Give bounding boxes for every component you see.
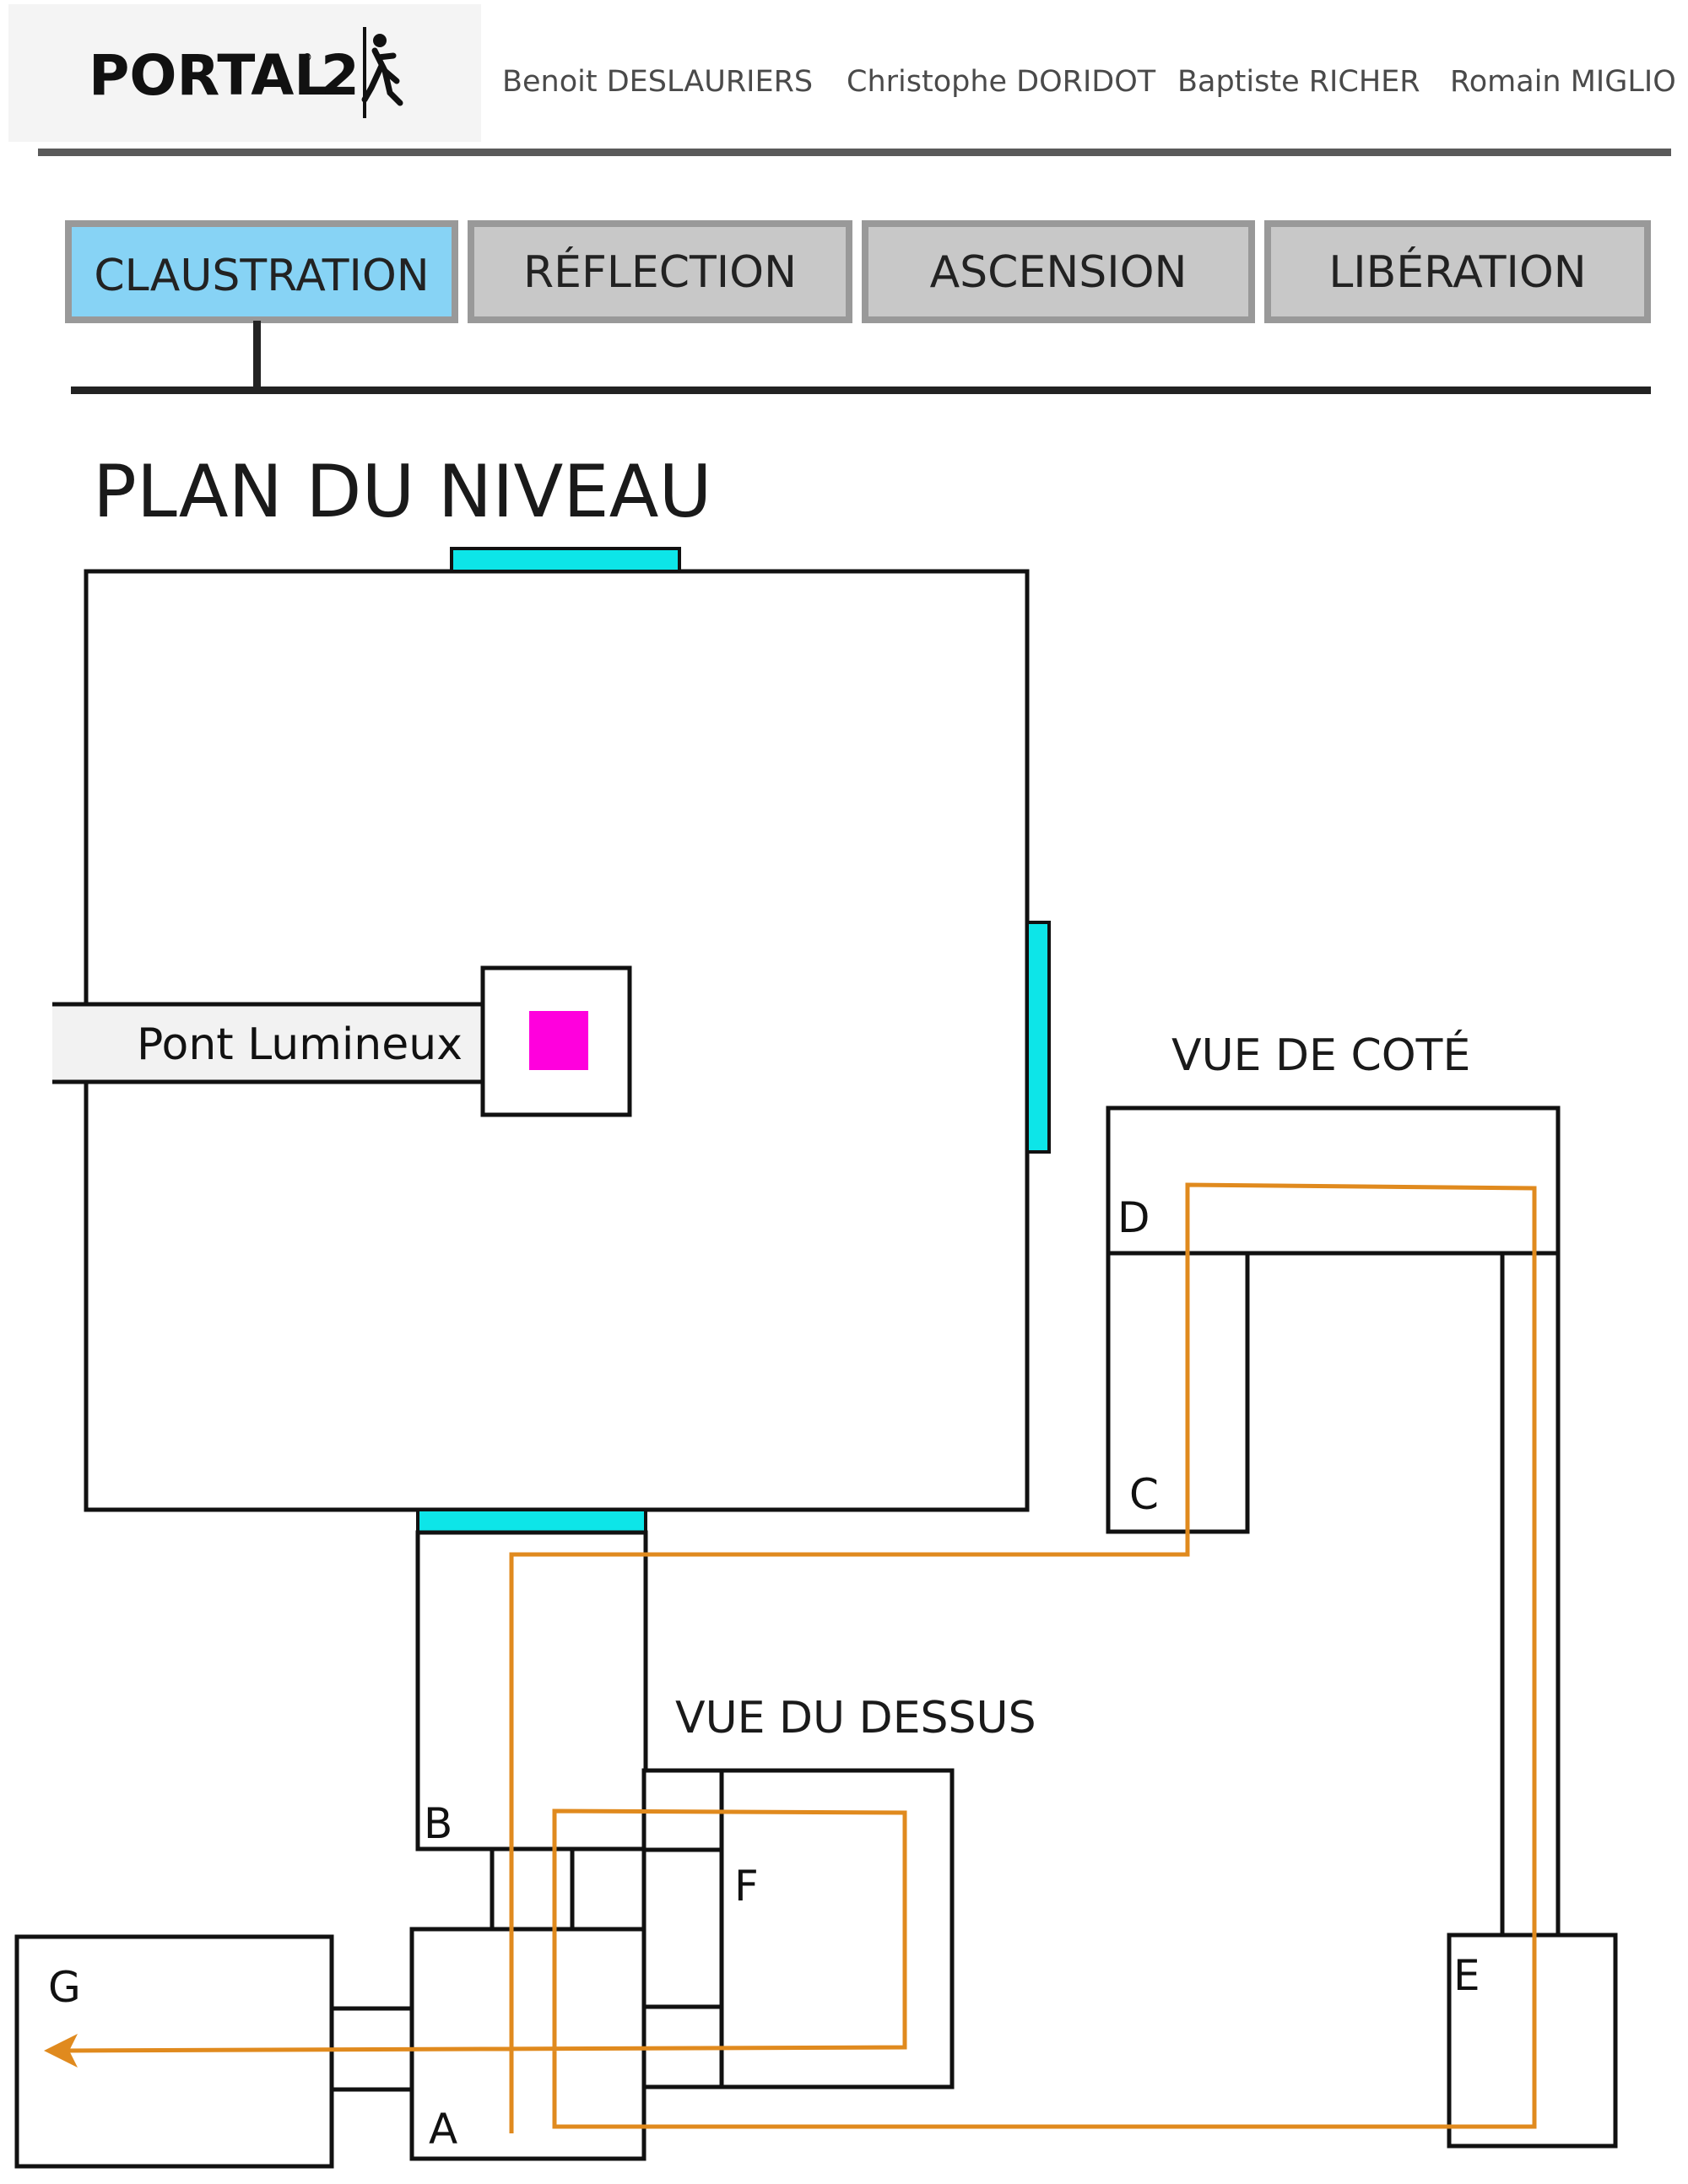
- tab-liberation-label: LIBÉRATION: [1328, 246, 1586, 298]
- tab-claustration-label: CLAUSTRATION: [94, 251, 429, 301]
- logo-mark: ®: [302, 51, 312, 63]
- tab-ascension-label: ASCENSION: [930, 247, 1188, 298]
- tab-reflection-label: RÉFLECTION: [523, 246, 797, 298]
- connector-b-a: [490, 1846, 575, 1932]
- room-f-label: F: [734, 1862, 759, 1911]
- room-b: [415, 1530, 648, 1852]
- room-g-label: G: [48, 1963, 81, 2012]
- author-4: Romain MIGLIO: [1450, 65, 1676, 99]
- tab-ascension[interactable]: ASCENSION: [862, 220, 1255, 323]
- room-e-label: E: [1453, 1951, 1480, 2000]
- room-b-label: B: [424, 1799, 452, 1848]
- player-path: [44, 1182, 1537, 2133]
- light-bridge-label: Pont Lumineux: [137, 1019, 463, 1070]
- diagram-labels: Pont Lumineux VUE DE COTÉ VUE DU DESSUS …: [48, 1019, 1480, 2154]
- room-d-label: D: [1117, 1193, 1150, 1242]
- tab-bar: CLAUSTRATION RÉFLECTION ASCENSION LIBÉRA…: [65, 220, 1651, 394]
- cube-icon: [529, 1011, 588, 1070]
- logo-text: PORTAL: [89, 43, 329, 108]
- room-c-side-view: [1106, 1251, 1250, 1534]
- portal2-logo: PORTAL ® 2: [89, 27, 403, 118]
- header-rule: [38, 149, 1671, 156]
- portal-panel-bottom: [416, 1508, 647, 1534]
- tab-claustration[interactable]: CLAUSTRATION: [65, 220, 458, 323]
- author-3: Baptiste RICHER: [1177, 65, 1420, 99]
- light-bridge: [52, 1004, 483, 1082]
- header: PORTAL ® 2 Benoit DESLAURIERS Christophe…: [8, 4, 1676, 156]
- author-1: Benoit DESLAURIERS: [502, 65, 813, 99]
- side-view-shaft: [1500, 1251, 1561, 1938]
- running-figure-icon: [361, 27, 403, 118]
- logo-number: 2: [321, 43, 360, 108]
- tab-reflection[interactable]: RÉFLECTION: [468, 220, 852, 323]
- active-tab-connector: [253, 321, 261, 390]
- top-view-title: VUE DU DESSUS: [675, 1693, 1036, 1743]
- side-view-title: VUE DE COTÉ: [1171, 1030, 1470, 1081]
- path-route: [62, 1182, 1537, 2133]
- path-arrow-icon: [44, 2034, 78, 2068]
- author-2: Christophe DORIDOT: [847, 65, 1156, 99]
- room-d-side-view: [1106, 1106, 1561, 1256]
- tab-bar-rule: [71, 387, 1651, 394]
- portal-panel-right: [1025, 921, 1051, 1154]
- level-diagram: [14, 547, 1618, 2169]
- room-a: [409, 1927, 647, 2161]
- page-title: PLAN DU NIVEAU: [93, 450, 711, 534]
- room-a-label: A: [429, 2105, 457, 2154]
- tab-liberation[interactable]: LIBÉRATION: [1264, 220, 1651, 323]
- portal-panel-top: [450, 547, 681, 573]
- room-c-label: C: [1129, 1470, 1159, 1519]
- logo-background: [8, 4, 481, 142]
